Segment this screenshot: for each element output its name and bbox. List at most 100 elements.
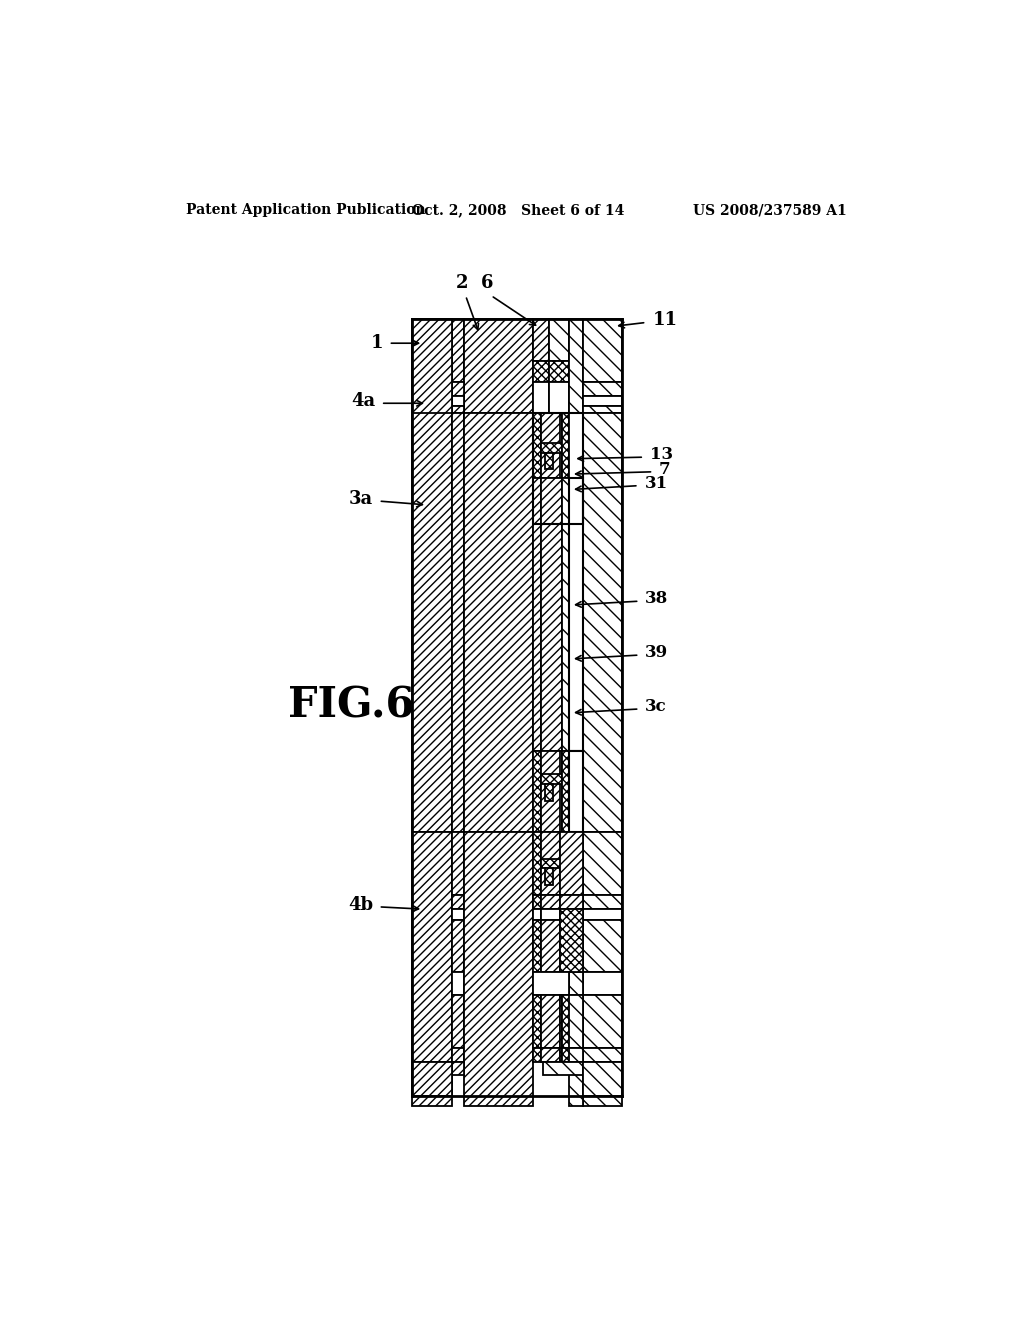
Text: 4a: 4a: [351, 392, 376, 411]
Bar: [583, 381, 622, 396]
Bar: [569, 751, 583, 832]
Bar: [562, 478, 584, 751]
Bar: [452, 396, 464, 407]
Bar: [583, 396, 622, 407]
Bar: [452, 1048, 464, 1061]
Bar: [562, 909, 584, 920]
Bar: [452, 995, 464, 1048]
Bar: [534, 973, 569, 995]
Bar: [534, 412, 541, 478]
Bar: [452, 381, 464, 396]
Bar: [549, 383, 569, 414]
Bar: [583, 1061, 622, 1096]
Bar: [452, 1061, 464, 1076]
Bar: [534, 920, 541, 973]
Text: Oct. 2, 2008   Sheet 6 of 14: Oct. 2, 2008 Sheet 6 of 14: [412, 203, 624, 216]
Bar: [412, 318, 452, 444]
Bar: [562, 751, 569, 832]
Bar: [545, 453, 553, 470]
Bar: [583, 318, 622, 381]
Bar: [562, 832, 584, 895]
Text: 6: 6: [481, 273, 494, 292]
Bar: [452, 832, 464, 895]
Bar: [541, 895, 560, 909]
Bar: [541, 920, 560, 973]
Text: 31: 31: [645, 475, 668, 492]
Bar: [562, 920, 584, 973]
Bar: [549, 360, 569, 383]
Bar: [541, 751, 560, 832]
Text: 3c: 3c: [645, 698, 667, 715]
Bar: [452, 895, 464, 909]
Bar: [569, 412, 583, 524]
Bar: [560, 832, 584, 895]
Bar: [541, 995, 560, 1048]
Bar: [562, 478, 569, 751]
Bar: [541, 859, 573, 869]
Bar: [562, 412, 584, 478]
Bar: [452, 407, 464, 412]
Bar: [452, 318, 464, 381]
Text: 7: 7: [658, 461, 671, 478]
Bar: [544, 1061, 583, 1076]
Bar: [534, 360, 549, 383]
Text: 1: 1: [371, 334, 383, 352]
Text: FIG.6: FIG.6: [289, 684, 415, 726]
Bar: [534, 751, 541, 832]
Bar: [583, 895, 622, 909]
Bar: [534, 832, 541, 895]
Bar: [412, 318, 452, 412]
Text: 3a: 3a: [349, 490, 373, 508]
Bar: [541, 775, 564, 784]
Bar: [541, 1048, 560, 1061]
Bar: [562, 995, 584, 1048]
Bar: [534, 383, 549, 414]
Bar: [562, 909, 569, 920]
Bar: [452, 973, 464, 995]
Bar: [541, 832, 560, 895]
Bar: [534, 1048, 541, 1061]
Text: 38: 38: [645, 590, 669, 607]
Bar: [412, 1061, 452, 1096]
Bar: [560, 895, 584, 909]
Bar: [562, 412, 569, 478]
Bar: [534, 895, 541, 909]
Bar: [541, 478, 571, 751]
Bar: [412, 832, 452, 1105]
Bar: [560, 909, 584, 973]
Bar: [571, 478, 584, 751]
Text: 13: 13: [649, 446, 673, 463]
Text: 11: 11: [652, 312, 678, 329]
Bar: [534, 478, 541, 751]
Bar: [534, 412, 583, 524]
Bar: [562, 920, 569, 973]
Bar: [583, 909, 622, 920]
Bar: [560, 1048, 584, 1061]
Bar: [545, 784, 553, 800]
Bar: [583, 1048, 622, 1061]
Bar: [534, 995, 541, 1048]
Bar: [560, 995, 584, 1048]
Bar: [583, 1061, 622, 1076]
Text: 39: 39: [645, 644, 668, 661]
Bar: [541, 412, 560, 478]
Bar: [562, 751, 584, 832]
Bar: [569, 412, 583, 832]
Bar: [583, 832, 622, 1105]
Bar: [452, 412, 464, 832]
Bar: [534, 909, 541, 920]
Bar: [569, 478, 583, 751]
Bar: [541, 444, 564, 453]
Bar: [464, 412, 534, 832]
Bar: [562, 832, 569, 895]
Bar: [562, 1048, 569, 1061]
Bar: [583, 412, 622, 832]
Bar: [562, 895, 569, 909]
Bar: [412, 1061, 452, 1085]
Bar: [452, 909, 464, 920]
Bar: [452, 920, 464, 973]
Bar: [464, 318, 534, 412]
Bar: [545, 869, 553, 886]
Bar: [583, 995, 622, 1048]
Bar: [583, 920, 622, 973]
